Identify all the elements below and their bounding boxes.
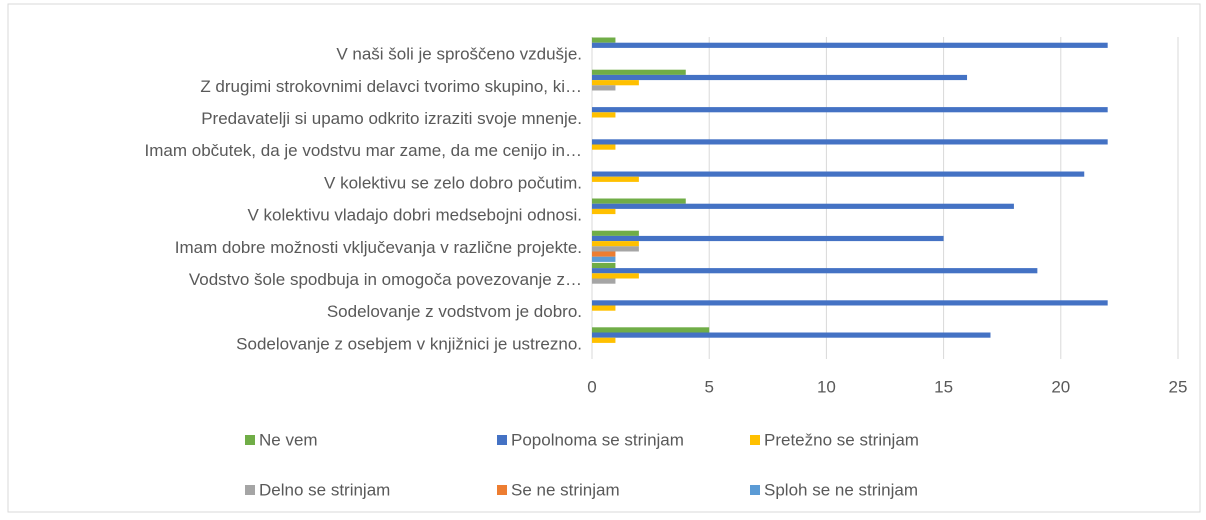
bar — [592, 37, 616, 43]
x-tick-label: 10 — [817, 377, 836, 396]
y-tick-label: V naši šoli je sproščeno vzdušje. — [336, 45, 582, 64]
y-tick-label: Imam občutek, da je vodstvu mar zame, da… — [145, 141, 582, 160]
bar — [592, 246, 639, 252]
y-tick-label: Vodstvo šole spodbuja in omogoča povezov… — [189, 270, 582, 289]
bar — [592, 273, 639, 279]
x-tick-label: 15 — [934, 377, 953, 396]
bar — [592, 42, 1108, 48]
legend-swatch — [245, 435, 255, 445]
legend-swatch — [750, 485, 760, 495]
bar — [592, 203, 1014, 209]
legend-label: Popolnoma se strinjam — [511, 430, 684, 449]
y-tick-label: Sodelovanje z vodstvom je dobro. — [327, 302, 582, 321]
bar — [592, 139, 1108, 145]
y-tick-label: Z drugimi strokovnimi delavci tvorimo sk… — [200, 77, 582, 96]
bar — [592, 198, 686, 204]
x-tick-label: 25 — [1169, 377, 1188, 396]
legend-swatch — [750, 435, 760, 445]
bar — [592, 327, 710, 333]
bar — [592, 144, 616, 150]
bar — [592, 208, 616, 215]
y-tick-label: V kolektivu vladajo dobri medsebojni odn… — [247, 206, 582, 225]
bar — [592, 305, 616, 311]
y-tick-label: Predavatelji si upamo odkrito izraziti s… — [201, 109, 582, 128]
legend-label: Sploh se ne strinjam — [764, 480, 918, 499]
legend-label: Delno se strinjam — [259, 480, 390, 499]
bar — [592, 176, 639, 182]
bar — [592, 107, 1108, 113]
bar — [592, 262, 616, 269]
bar — [592, 300, 1108, 306]
legend-swatch — [497, 435, 507, 445]
bar — [592, 230, 639, 236]
bar — [592, 69, 686, 75]
y-tick-label: V kolektivu se zelo dobro počutim. — [324, 173, 582, 192]
bar — [592, 337, 616, 343]
bar — [592, 332, 991, 338]
bar — [592, 268, 1038, 274]
bar — [592, 171, 1085, 177]
x-tick-label: 0 — [587, 377, 596, 396]
legend-label: Ne vem — [259, 430, 318, 449]
y-tick-label: Imam dobre možnosti vključevanja v razli… — [175, 238, 582, 257]
bar — [592, 85, 616, 91]
bar — [592, 112, 616, 118]
bar — [592, 278, 616, 284]
bar — [592, 241, 639, 247]
x-tick-label: 5 — [704, 377, 713, 396]
y-tick-label: Sodelovanje z osebjem v knjižnici je ust… — [236, 334, 582, 353]
legend-swatch — [245, 485, 255, 495]
bar — [592, 235, 944, 242]
x-tick-label: 20 — [1051, 377, 1070, 396]
bar — [592, 80, 639, 86]
bar — [592, 256, 616, 262]
legend-label: Pretežno se strinjam — [764, 430, 919, 449]
bar — [592, 251, 616, 257]
legend-swatch — [497, 485, 507, 495]
legend-label: Se ne strinjam — [511, 480, 620, 499]
bar — [592, 74, 968, 81]
